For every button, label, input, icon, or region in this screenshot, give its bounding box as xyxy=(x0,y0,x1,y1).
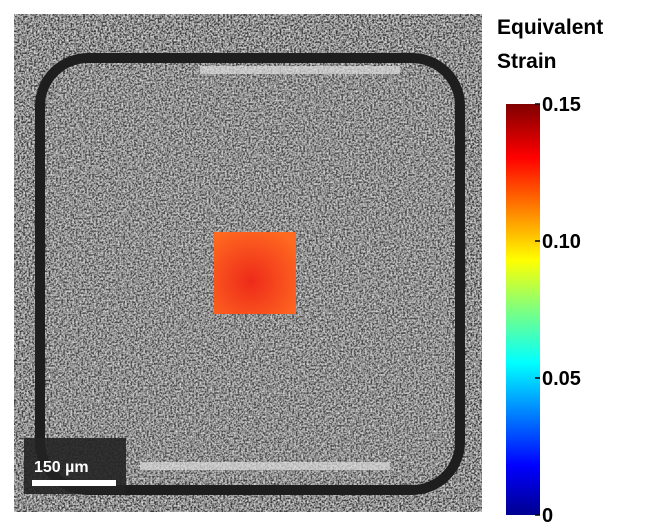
tick-label: 0 xyxy=(542,505,553,527)
colorbar-title: Strain xyxy=(497,50,557,73)
tick-label: 0.15 xyxy=(542,94,581,116)
strain-region xyxy=(214,232,296,314)
scale-bar-label: 150 µm xyxy=(34,459,89,476)
colorbar xyxy=(506,104,540,515)
scale-bar: 150 µm xyxy=(24,438,126,494)
micrograph xyxy=(14,14,482,512)
figure: 150 µm Equivalent Strain 0 0.05 0.10 0.15 xyxy=(0,0,660,530)
tick-label: 0.10 xyxy=(542,231,581,253)
tick-label: 0.05 xyxy=(542,368,581,390)
colorbar-title: Equivalent xyxy=(497,16,603,39)
